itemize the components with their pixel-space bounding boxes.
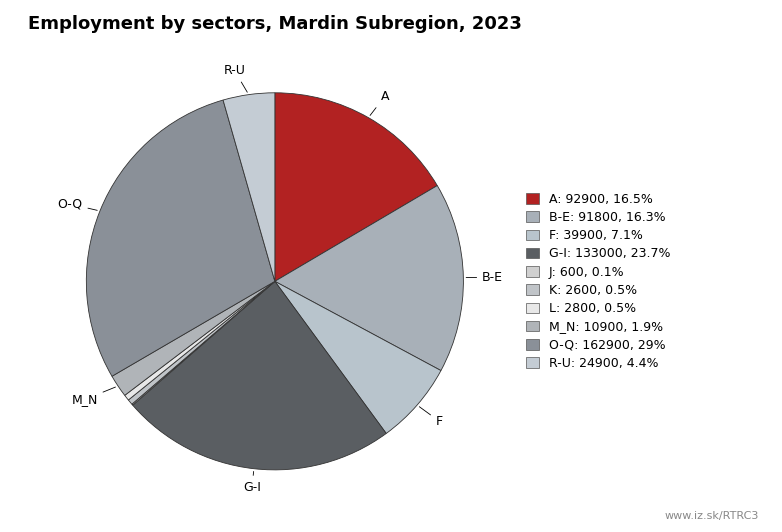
Text: O-Q: O-Q xyxy=(57,197,97,211)
Text: G-I: G-I xyxy=(243,471,260,494)
Wedge shape xyxy=(274,93,437,281)
Wedge shape xyxy=(124,281,274,400)
Title: Employment by sectors, Mardin Subregion, 2023: Employment by sectors, Mardin Subregion,… xyxy=(28,15,522,33)
Text: B-E: B-E xyxy=(466,271,503,284)
Wedge shape xyxy=(274,186,464,371)
Wedge shape xyxy=(128,281,274,404)
Wedge shape xyxy=(132,281,274,405)
Wedge shape xyxy=(223,93,274,281)
Text: M_N: M_N xyxy=(71,387,116,406)
Legend: A: 92900, 16.5%, B-E: 91800, 16.3%, F: 39900, 7.1%, G-I: 133000, 23.7%, J: 600, : A: 92900, 16.5%, B-E: 91800, 16.3%, F: 3… xyxy=(526,193,670,370)
Text: www.iz.sk/RTRC3: www.iz.sk/RTRC3 xyxy=(664,511,759,521)
Text: F: F xyxy=(419,407,443,428)
Wedge shape xyxy=(133,281,386,470)
Wedge shape xyxy=(274,281,441,434)
Text: R-U: R-U xyxy=(224,64,247,92)
Wedge shape xyxy=(86,100,274,376)
Wedge shape xyxy=(112,281,274,395)
Text: A: A xyxy=(370,90,389,115)
